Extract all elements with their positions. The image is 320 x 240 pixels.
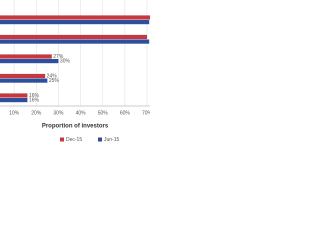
- x-tick-label: 70%: [142, 110, 150, 116]
- bar: [0, 54, 52, 59]
- legend-label: Jun-15: [104, 137, 120, 143]
- data-label: 27%: [53, 54, 64, 60]
- bar: [0, 15, 150, 20]
- legend-swatch: [60, 137, 64, 142]
- bar: [0, 93, 28, 98]
- x-tick-label: 50%: [98, 110, 109, 116]
- data-label: 30%: [60, 59, 71, 65]
- bar: [0, 20, 150, 25]
- x-axis-title: Proportion of investors: [42, 124, 109, 130]
- legend-swatch: [98, 137, 102, 142]
- data-label: 16%: [29, 98, 40, 104]
- x-tick-label: 30%: [53, 110, 64, 116]
- x-tick-label: 60%: [120, 110, 131, 116]
- data-label: 24%: [47, 74, 58, 80]
- bar: [0, 39, 150, 44]
- legend-label: Dec-15: [66, 137, 82, 143]
- chart: Proportion of investors 10% 20% 30% 40% 50% 6…: [0, 0, 150, 143]
- bar: [0, 78, 48, 83]
- bar: [0, 73, 46, 79]
- data-label: 25%: [49, 78, 60, 84]
- x-tick-label: 20%: [31, 110, 42, 116]
- bar: [0, 98, 28, 103]
- bar: [0, 34, 147, 40]
- x-tick-label: 10%: [9, 110, 20, 116]
- data-label: 16%: [29, 93, 40, 99]
- x-tick-label: 40%: [76, 110, 87, 116]
- bar: [0, 59, 59, 64]
